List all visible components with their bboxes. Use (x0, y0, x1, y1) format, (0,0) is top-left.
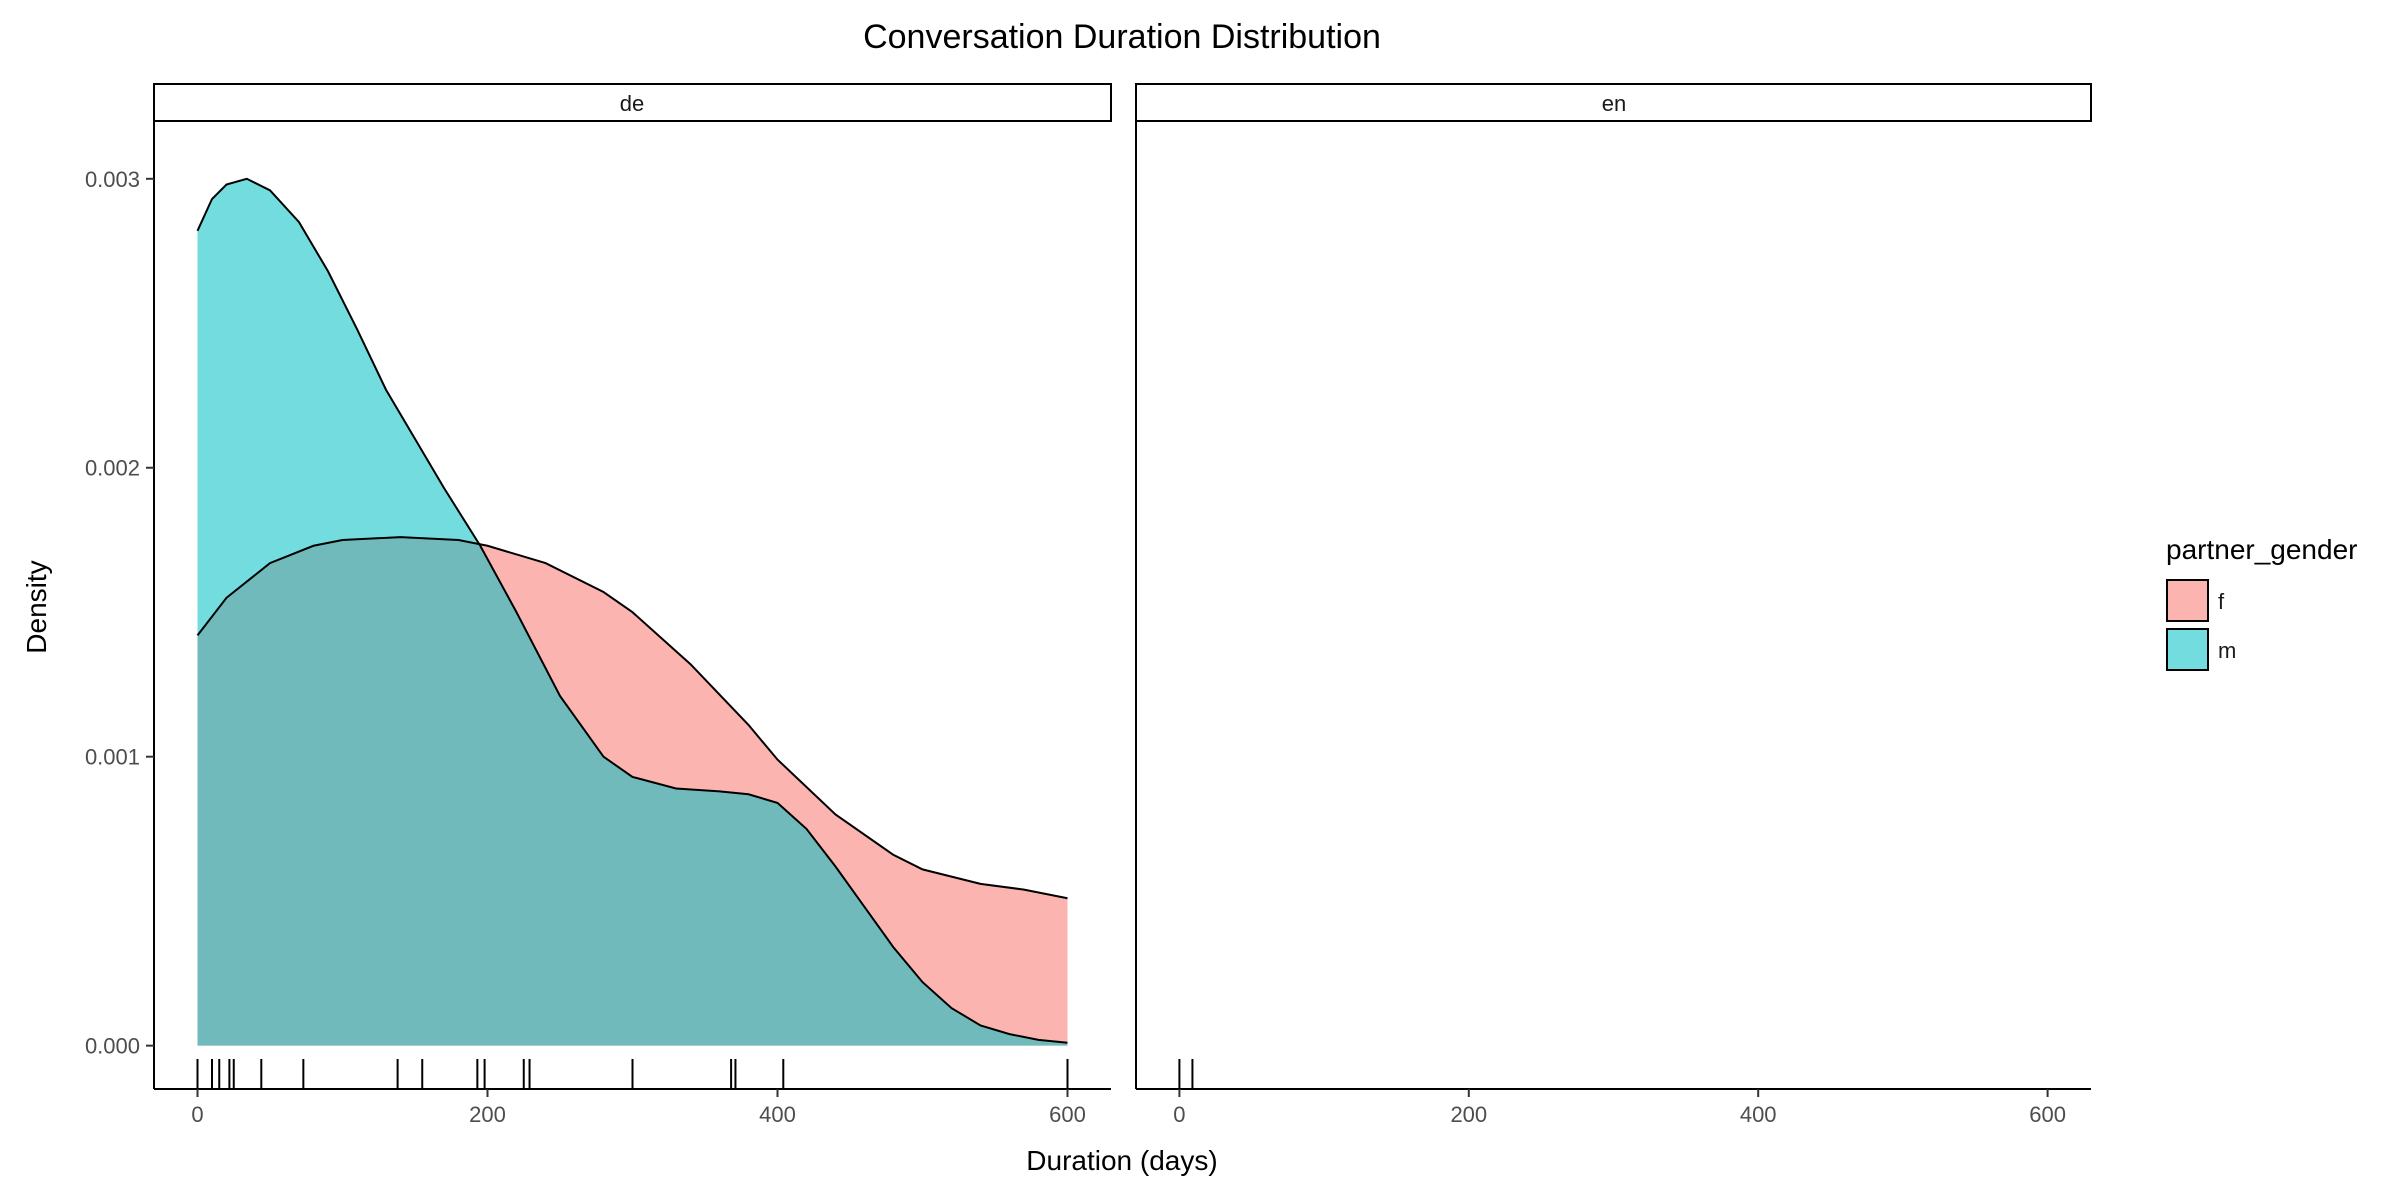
x-tick-label-de-400: 400 (759, 1102, 796, 1127)
legend-key-f (2166, 579, 2209, 622)
density-area-de-m (197, 178, 1068, 1046)
facet-label-en: en (1602, 91, 1626, 116)
y-tick-label-de-0.002: 0.002 (85, 456, 140, 481)
y-axis-title: Density (21, 560, 52, 653)
x-tick-label-de-0: 0 (191, 1102, 203, 1127)
x-tick-label-de-600: 600 (1049, 1102, 1086, 1127)
facet-label-de: de (620, 91, 644, 116)
x-tick-label-en-200: 200 (1450, 1102, 1487, 1127)
legend-label-m: m (2218, 638, 2236, 663)
density-line-de-m (196, 177, 1068, 1044)
legend-item-f: f (2166, 579, 2225, 622)
legend-label-f: f (2218, 589, 2225, 614)
chart-title: Conversation Duration Distribution (863, 18, 1381, 56)
y-tick-label-de-0.003: 0.003 (85, 167, 140, 192)
x-tick-label-de-200: 200 (469, 1102, 506, 1127)
x-axis-title: Duration (days) (1026, 1145, 1217, 1176)
legend-item-m: m (2166, 628, 2236, 671)
y-tick-label-de-0.000: 0.000 (85, 1034, 140, 1059)
panel-en: 0 200 400 600 (1135, 121, 2091, 1127)
legend-key-m (2166, 628, 2209, 671)
x-tick-label-en-600: 600 (2029, 1102, 2066, 1127)
facet-strip-en: en (1135, 83, 2092, 122)
x-tick-label-en-0: 0 (1173, 1102, 1185, 1127)
panel-de: 0 200 400 600 0.000 0.001 0.002 0.003 (85, 121, 1111, 1127)
facet-strip-de: de (153, 83, 1112, 122)
density-line-de-f (196, 536, 1068, 900)
y-tick-label-de-0.001: 0.001 (85, 745, 140, 770)
legend: partner_gender f m (2166, 534, 2357, 671)
legend-title: partner_gender (2166, 534, 2357, 565)
x-tick-label-en-400: 400 (1740, 1102, 1777, 1127)
